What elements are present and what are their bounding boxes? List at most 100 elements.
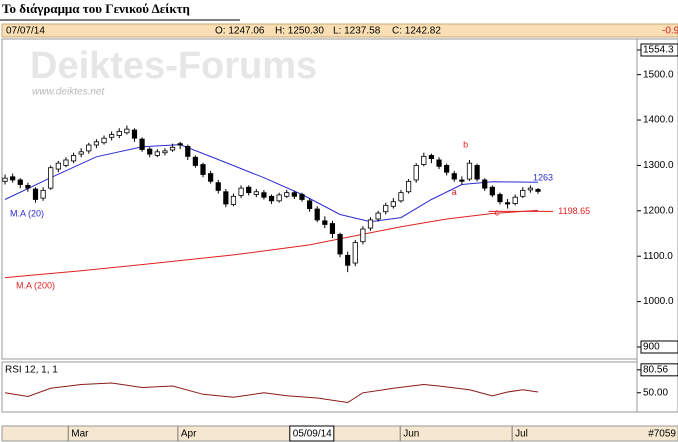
candle-body xyxy=(63,159,69,166)
watermark-title: Deiktes-Forums xyxy=(30,45,317,87)
candle-body xyxy=(367,219,374,229)
y-tick-label: 1100.0 xyxy=(643,251,673,262)
date: 07/07/14 xyxy=(6,26,45,37)
candle-body xyxy=(474,165,480,180)
candle-body xyxy=(109,134,115,138)
candle-body xyxy=(276,194,282,202)
close: C: 1242.82 xyxy=(392,26,441,37)
candle-body xyxy=(131,129,138,139)
candle-body xyxy=(185,145,191,157)
candle-body xyxy=(223,191,229,205)
y-tick-box xyxy=(640,340,678,354)
candle-body xyxy=(375,212,381,220)
candle-body xyxy=(291,192,297,197)
candle-body xyxy=(177,143,183,146)
y-tick-label: 1000.0 xyxy=(643,296,674,307)
candle-body xyxy=(360,228,366,243)
candle-body xyxy=(497,194,503,203)
candle-body xyxy=(329,223,336,234)
candle-body xyxy=(405,180,412,193)
candle-body xyxy=(246,186,252,194)
rsi-panel xyxy=(1,361,638,413)
candle-body xyxy=(489,186,495,196)
candle-body xyxy=(482,179,488,189)
x-tick-label: Jun xyxy=(403,429,419,440)
wave-label: b xyxy=(463,139,468,149)
candle-body xyxy=(535,189,541,192)
y-tick-label: 1400.0 xyxy=(643,115,674,126)
x-tick-label: Jul xyxy=(515,429,528,440)
candle-body xyxy=(299,194,305,200)
candle-body xyxy=(169,146,176,151)
y-tick-label: 900 xyxy=(643,342,660,353)
candle-body xyxy=(208,173,214,182)
candle-body xyxy=(40,189,46,199)
candle-body xyxy=(124,128,130,134)
candle-body xyxy=(48,167,54,189)
price-panel xyxy=(1,38,638,360)
candle-body xyxy=(139,138,145,150)
right-axis xyxy=(636,38,678,413)
y-tick-label: 1554.3 xyxy=(643,45,674,56)
candle-body xyxy=(17,179,23,185)
open: O: 1247.06 xyxy=(215,26,265,37)
candle-body xyxy=(78,151,84,155)
candle-body xyxy=(428,155,435,160)
candle-body xyxy=(154,151,160,156)
candle-body xyxy=(253,191,259,195)
y-tick-box xyxy=(640,363,678,377)
cursor-box xyxy=(289,425,335,442)
candle-body xyxy=(101,137,107,144)
candle-body xyxy=(230,195,237,205)
record-count: #7059 xyxy=(648,429,676,440)
candle-body xyxy=(238,187,244,196)
candle-body xyxy=(390,201,396,207)
candle-body xyxy=(215,182,221,191)
panel-title: RSI 12, 1, 1 xyxy=(5,365,58,376)
moving-average xyxy=(4,209,539,279)
candle-body xyxy=(86,144,92,152)
info-strip xyxy=(1,23,678,38)
candle-body xyxy=(147,148,153,155)
candle-body xyxy=(200,164,206,175)
candle-body xyxy=(337,234,343,255)
candle-body xyxy=(383,204,389,213)
wave-label: a xyxy=(452,187,457,197)
candle-body xyxy=(268,195,275,202)
ma-end-label: 1263 xyxy=(533,173,553,183)
candle-body xyxy=(527,187,534,191)
candle-body xyxy=(459,179,465,182)
change: -0.9 xyxy=(662,26,678,37)
candle-body xyxy=(70,155,77,162)
candle-body xyxy=(451,173,457,180)
x-tick-label: Mar xyxy=(71,429,89,440)
watermark-url: www.deiktes.net xyxy=(32,87,105,98)
candle-body xyxy=(261,192,267,198)
candle-body xyxy=(345,254,351,266)
legend-label: M.A (20) xyxy=(10,208,44,218)
candle-body xyxy=(322,220,328,225)
y-tick-box xyxy=(640,43,678,57)
candle-body xyxy=(93,141,100,146)
y-tick-label: 50.00 xyxy=(643,387,668,398)
rsi-line xyxy=(4,382,539,404)
candle-body xyxy=(2,177,8,182)
candle-body xyxy=(512,196,518,204)
candle-body xyxy=(466,162,473,180)
y-tick-label: 1200.0 xyxy=(643,205,674,216)
candle-body xyxy=(192,156,198,166)
candle-body xyxy=(162,150,168,154)
y-tick-label: 80.56 xyxy=(643,364,668,375)
y-tick-label: 1300.0 xyxy=(643,160,674,171)
low: L: 1237.58 xyxy=(333,26,381,37)
high: H: 1250.30 xyxy=(275,26,324,37)
candle-body xyxy=(413,165,419,181)
candle-body xyxy=(307,200,313,209)
legend-label: M.A (200) xyxy=(16,280,55,290)
candle-body xyxy=(436,159,442,167)
wave-label: c xyxy=(495,207,500,217)
candle-body xyxy=(504,202,511,205)
candle-body xyxy=(55,162,61,170)
